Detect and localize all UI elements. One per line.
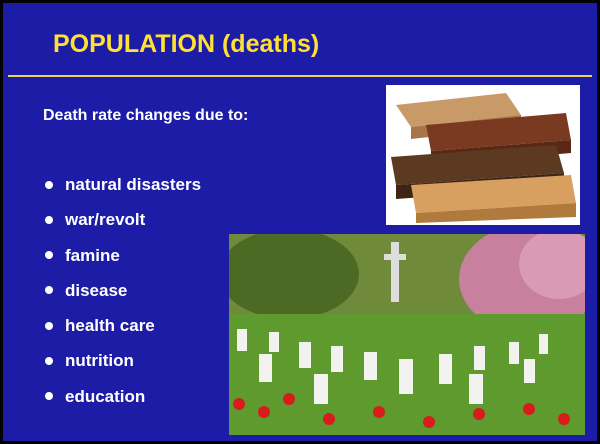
intro-text: Death rate changes due to: xyxy=(43,107,248,125)
bullet-dot xyxy=(45,392,53,400)
bullet-item: famine xyxy=(41,244,201,279)
bullet-dot xyxy=(45,216,53,224)
bullet-dot xyxy=(45,286,53,294)
title-rule xyxy=(8,75,592,77)
slide-title: POPULATION (deaths) xyxy=(53,30,319,59)
bullet-text: disease xyxy=(65,281,127,300)
bullet-item: war/revolt xyxy=(41,208,201,243)
slide: POPULATION (deaths) Death rate changes d… xyxy=(0,0,600,444)
bullet-item: disease xyxy=(41,279,201,314)
bullet-dot xyxy=(45,322,53,330)
bullet-text: nutrition xyxy=(65,351,134,370)
bullet-item: education xyxy=(41,385,201,420)
bullet-text: health care xyxy=(65,316,155,335)
bullet-list: natural disasters war/revolt famine disease… xyxy=(41,173,201,420)
bullet-dot xyxy=(45,181,53,189)
bullet-dot xyxy=(45,251,53,259)
bullet-item: nutrition xyxy=(41,349,201,384)
coffins-image xyxy=(386,85,580,225)
bullet-item: health care xyxy=(41,314,201,349)
bullet-item: natural disasters xyxy=(41,173,201,208)
bullet-dot xyxy=(45,357,53,365)
cemetery-image xyxy=(229,234,585,435)
bullet-text: war/revolt xyxy=(65,210,145,229)
bullet-text: education xyxy=(65,387,145,406)
bullet-text: famine xyxy=(65,246,120,265)
bullet-text: natural disasters xyxy=(65,175,201,194)
